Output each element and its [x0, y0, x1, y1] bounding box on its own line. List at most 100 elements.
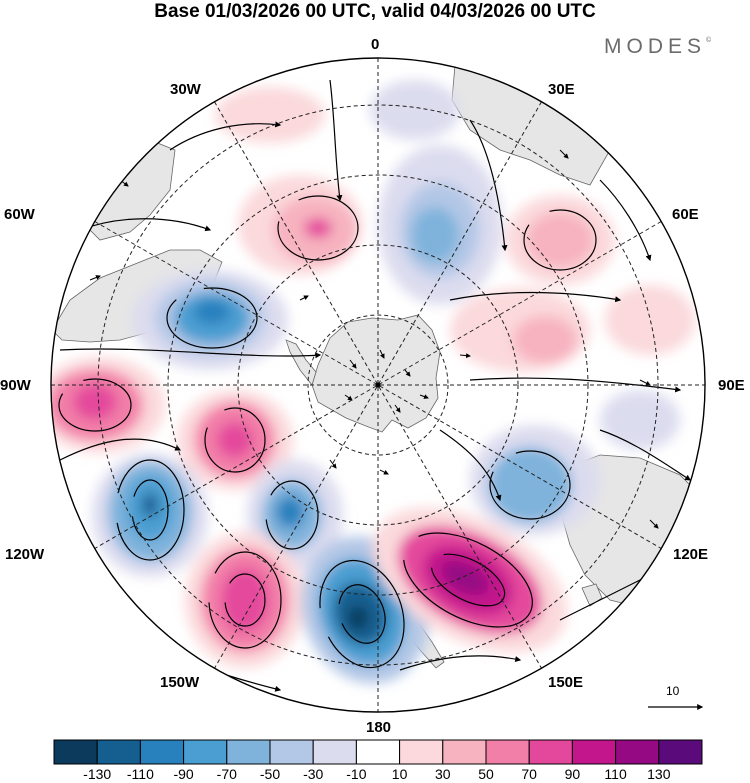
latitude-circle — [97, 104, 659, 666]
colorbar-tick-label: -50 — [259, 766, 281, 782]
colorbar-tick-label: -90 — [173, 766, 194, 782]
colorbar-tick-label: -30 — [303, 766, 324, 782]
pole-marker — [375, 382, 381, 388]
colorbar-swatch — [442, 739, 487, 765]
anomaly-blob — [304, 218, 332, 238]
tasmania — [581, 583, 603, 607]
wind-vector — [344, 394, 353, 401]
streamline — [599, 429, 691, 481]
anomaly-blob — [142, 493, 158, 517]
colorbar — [53, 739, 703, 765]
latitude-circle — [167, 174, 589, 596]
label-120w: 120W — [5, 546, 45, 563]
vortex-loop — [430, 553, 506, 607]
streamline — [599, 179, 652, 262]
colorbar-swatch — [96, 739, 141, 765]
anomaly-blob — [488, 447, 572, 523]
streamline — [399, 655, 522, 671]
vortex-loop — [58, 378, 132, 432]
streamline — [469, 119, 508, 252]
vortex-loop — [403, 532, 533, 628]
streamline — [329, 79, 343, 202]
streamline — [449, 291, 622, 303]
anomaly-blob — [194, 300, 230, 324]
wind-streamlines — [58, 79, 691, 692]
vortex-loop — [131, 479, 169, 541]
streamline — [79, 218, 212, 232]
colorbar-tick-label: -110 — [126, 766, 154, 782]
colorbar-tick-label: 50 — [478, 766, 494, 782]
vortex-loop — [208, 551, 282, 649]
map-border — [50, 57, 706, 713]
wind-vector — [404, 369, 411, 377]
colorbar-tick-label: 110 — [604, 766, 627, 782]
anomaly-blob — [441, 560, 489, 596]
wind-vector — [299, 295, 309, 301]
label-150w: 150W — [160, 674, 200, 691]
wind-vector — [89, 275, 101, 281]
streamline — [439, 429, 502, 502]
anomaly-blob — [600, 390, 680, 450]
colorbar-tick-label: 130 — [647, 766, 671, 782]
vortex-loop — [523, 209, 597, 271]
wind-vector — [649, 519, 659, 529]
latitude-circle — [237, 244, 519, 526]
anomaly-blob — [276, 496, 304, 528]
colorbar-swatch — [183, 739, 228, 765]
wind-vector — [379, 469, 389, 475]
wind-vector — [329, 459, 337, 469]
streamline — [469, 377, 682, 393]
wind-vector — [679, 239, 689, 249]
label-90e: 90E — [718, 377, 745, 394]
colorbar-swatch — [528, 739, 573, 765]
wind-vector — [419, 394, 429, 399]
label-180: 180 — [366, 719, 392, 736]
latitude-circle — [307, 314, 449, 456]
map-title: Base 01/03/2026 00 UTC, valid 04/03/2026… — [154, 1, 596, 22]
anomaly-field — [51, 80, 695, 684]
vortex-loop — [224, 573, 266, 627]
streamline — [59, 348, 322, 359]
colorbar-swatch — [53, 739, 98, 765]
colorbar-tick-label: 70 — [521, 766, 537, 782]
streamline — [169, 121, 282, 151]
anomaly-blob — [411, 207, 459, 263]
vortex-loop — [115, 459, 185, 561]
colorbar-tick-label: -130 — [83, 766, 112, 782]
graticule — [51, 58, 705, 712]
colorbar-swatch — [615, 739, 660, 765]
colorbar-tick-label: -10 — [346, 766, 367, 782]
anomaly-blob — [221, 568, 269, 632]
colorbar-swatch — [658, 739, 703, 765]
anomaly-blob — [73, 384, 117, 420]
wind-vector — [379, 349, 385, 359]
vortex-loop — [277, 195, 359, 261]
wind-vector — [559, 149, 569, 159]
label-60w: 60W — [4, 206, 35, 223]
colorbar-swatch — [355, 739, 401, 765]
colorbar-tick-label: 10 — [391, 766, 408, 782]
anomaly-blob — [217, 422, 253, 458]
vortex-loop — [265, 480, 319, 550]
anomaly-blob — [513, 316, 577, 364]
colorbar-tick-label: -70 — [216, 766, 237, 782]
colorbar-swatch — [139, 739, 185, 765]
label-90w: 90W — [0, 377, 31, 394]
wind-vector — [639, 379, 651, 386]
colorbar-swatch — [269, 739, 314, 765]
colorbar-swatch — [312, 739, 357, 765]
vortex-loop — [204, 407, 266, 473]
label-0: 0 — [371, 36, 380, 53]
label-30w: 30W — [170, 81, 201, 98]
anomaly-blob — [370, 80, 460, 140]
streamline — [59, 438, 182, 461]
label-120e: 120E — [673, 546, 709, 563]
anomaly-blob — [348, 606, 368, 630]
reference-vector-label: 10 — [666, 684, 680, 698]
anomaly-blob — [605, 285, 695, 355]
wind-vector — [394, 404, 401, 413]
vortex-loop — [338, 584, 386, 644]
colorbar-tick-label: 30 — [435, 766, 451, 782]
vortex-loop — [166, 287, 258, 349]
